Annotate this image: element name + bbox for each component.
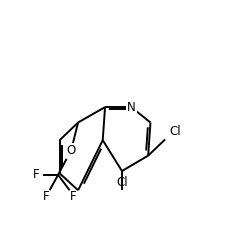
Text: F: F xyxy=(42,190,49,203)
Text: F: F xyxy=(70,190,76,203)
Text: O: O xyxy=(66,144,75,157)
Text: Cl: Cl xyxy=(116,176,127,189)
Text: F: F xyxy=(33,168,40,181)
Text: Cl: Cl xyxy=(169,125,180,138)
Text: N: N xyxy=(126,101,135,114)
